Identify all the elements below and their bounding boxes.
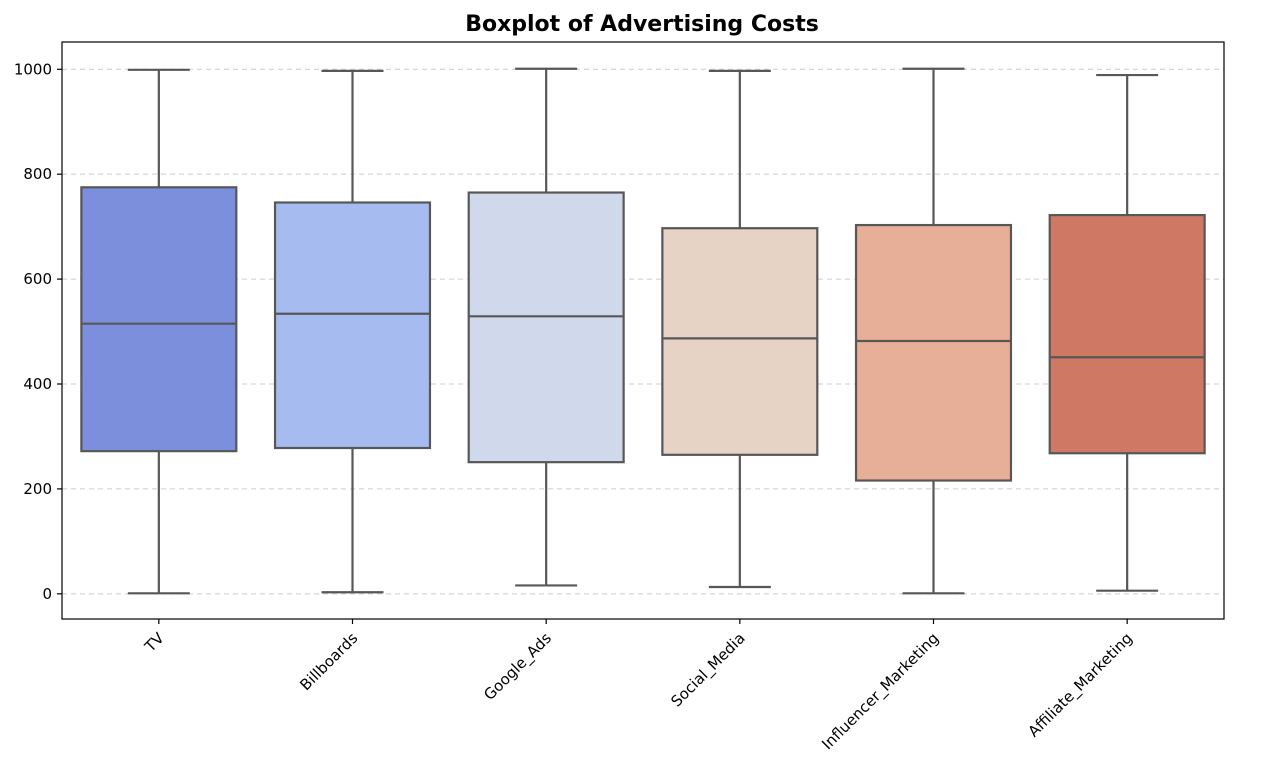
x-axis: TV Billboards Google_Ads Social_Media Influe… (140, 619, 1137, 754)
box-group (1048, 73, 1206, 592)
y-tick-label: 200 (23, 480, 52, 498)
y-tick-label: 600 (23, 270, 52, 288)
iqr-box (854, 223, 1013, 482)
chart-title: Boxplot of Advertising Costs (465, 12, 819, 37)
box-group (273, 69, 432, 594)
y-axis: 0 200 400 600 800 1000 (14, 60, 62, 603)
x-tick-label: Billboards (296, 629, 361, 694)
x-tick-label: Influencer_Marketing (818, 629, 943, 754)
x-tick-label: Social_Media (667, 629, 749, 711)
box-series (80, 67, 1206, 595)
x-tick-label: TV (140, 629, 168, 657)
plot-frame (61, 41, 1225, 620)
box-group (467, 67, 625, 587)
y-tick-label: 400 (23, 375, 52, 393)
iqr-box (661, 227, 819, 456)
box-group (854, 67, 1013, 595)
iqr-box (273, 201, 432, 450)
iqr-box (467, 191, 625, 464)
x-tick-label: Google_Ads (480, 629, 556, 705)
box-group (661, 69, 819, 589)
y-tick-label: 800 (23, 165, 52, 183)
box-group (80, 68, 238, 595)
grid-lines (62, 68, 1224, 595)
x-tick-label: Affiliate_Marketing (1025, 629, 1137, 741)
iqr-box (80, 186, 238, 453)
y-tick-label: 1000 (14, 60, 52, 78)
iqr-box (1048, 214, 1206, 455)
y-tick-label: 0 (42, 585, 52, 603)
